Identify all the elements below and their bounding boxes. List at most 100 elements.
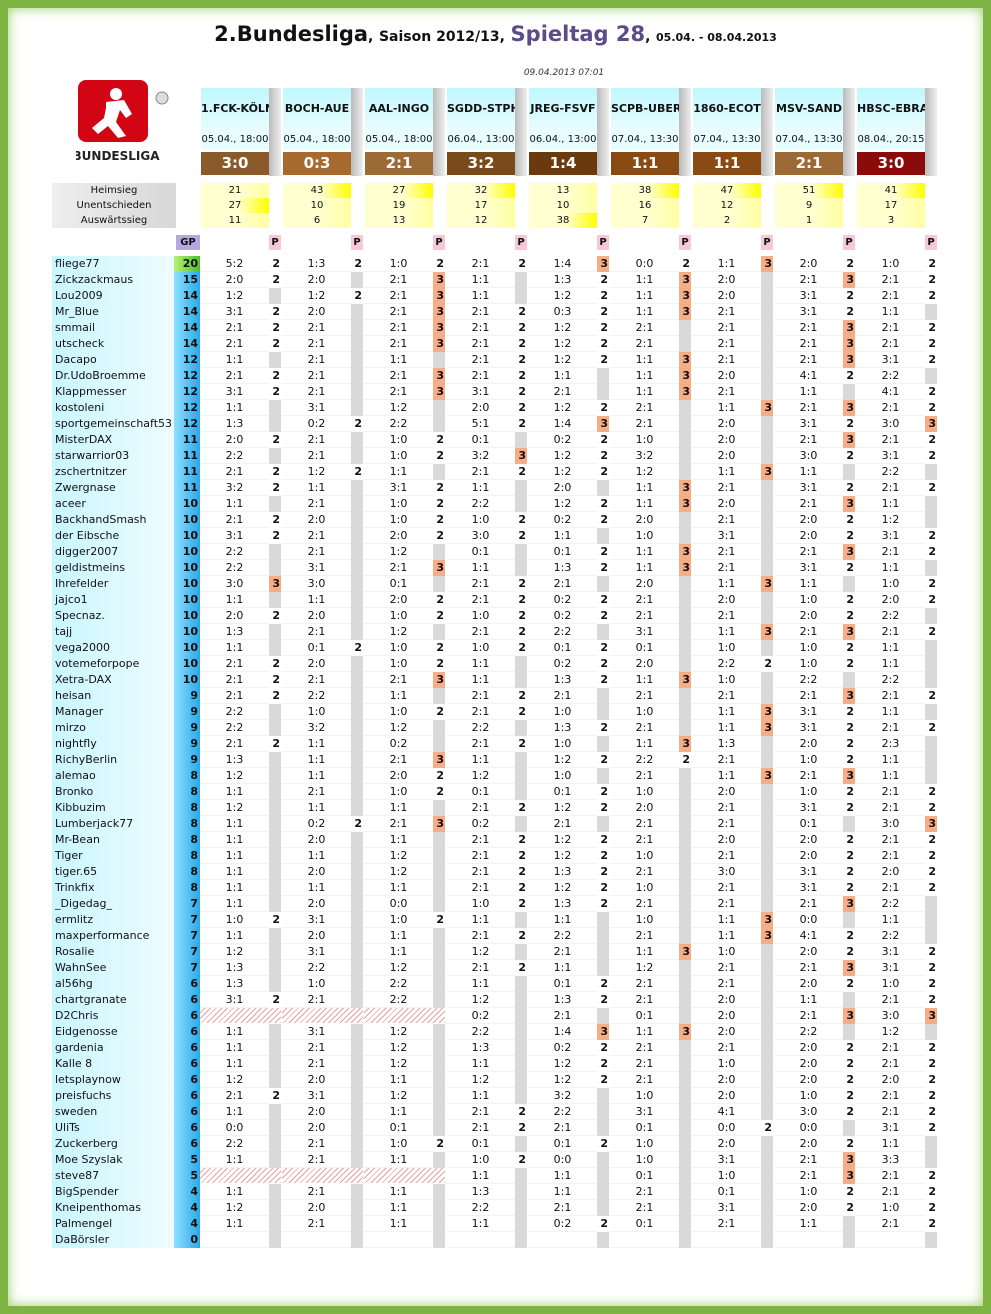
tip: 1:0 — [610, 528, 679, 544]
points: 2 — [433, 640, 445, 656]
points: 2 — [925, 1168, 937, 1184]
match-date: 05.04., 18:00 — [365, 130, 433, 150]
stat-value: 19 — [365, 198, 433, 213]
points: 2 — [843, 944, 855, 960]
points: 2 — [925, 1216, 937, 1232]
tip: 2:1 — [692, 976, 761, 992]
points: 3 — [843, 400, 855, 416]
tip: 1:1 — [774, 576, 843, 592]
tip: 2:1 — [200, 320, 269, 336]
tip: 2:1 — [200, 336, 269, 352]
tip: 2:1 — [446, 336, 515, 352]
gp-header: GP — [176, 235, 200, 250]
tip: 1:1 — [774, 992, 843, 1008]
points: 3 — [843, 768, 855, 784]
points: 2 — [515, 1104, 527, 1120]
tip: 2:1 — [282, 992, 351, 1008]
tip: 1:1 — [364, 832, 433, 848]
tip: 1:1 — [856, 560, 925, 576]
points: 2 — [515, 1152, 527, 1168]
tip: 2:0 — [282, 1200, 351, 1216]
tip: 3:1 — [856, 528, 925, 544]
tip: 2:1 — [856, 1040, 925, 1056]
tip: 2:0 — [774, 1040, 843, 1056]
player-name: _Digedag_ — [52, 896, 174, 912]
tip — [774, 1232, 843, 1248]
match-date: 06.04., 13:00 — [529, 130, 597, 150]
match-name: 1860-ECOT — [693, 88, 761, 130]
tip: 1:3 — [528, 272, 597, 288]
points: 2 — [843, 928, 855, 944]
points: 2 — [843, 528, 855, 544]
tip: 2:1 — [200, 368, 269, 384]
player-gp: 12 — [174, 416, 200, 432]
tip: 2:1 — [282, 384, 351, 400]
tip: 2:1 — [774, 544, 843, 560]
points: 2 — [515, 528, 527, 544]
tip: 1:1 — [364, 1200, 433, 1216]
player-gp: 6 — [174, 992, 200, 1008]
tip: 2:1 — [610, 992, 679, 1008]
points: 2 — [925, 848, 937, 864]
points: 2 — [515, 464, 527, 480]
column — [761, 256, 773, 1248]
tip: 1:1 — [364, 1184, 433, 1200]
points: 2 — [515, 736, 527, 752]
tip — [364, 1232, 433, 1248]
tip: 0:2 — [528, 608, 597, 624]
tip: 2:1 — [446, 864, 515, 880]
tip: 1:3 — [200, 960, 269, 976]
points: 2 — [925, 1184, 937, 1200]
tip: 1:1 — [200, 1024, 269, 1040]
points: 2 — [843, 288, 855, 304]
p-header: P — [761, 235, 773, 250]
tip: 1:2 — [364, 1056, 433, 1072]
tip: 1:0 — [610, 912, 679, 928]
points: 2 — [597, 320, 609, 336]
tip: 1:4 — [528, 256, 597, 272]
tip: 1:1 — [528, 1168, 597, 1184]
tip: 1:1 — [528, 960, 597, 976]
points: 3 — [761, 912, 773, 928]
tip: 2:1 — [282, 336, 351, 352]
points: 2 — [597, 1136, 609, 1152]
tip: 2:1 — [200, 672, 269, 688]
points: 3 — [433, 672, 445, 688]
tip: 1:2 — [200, 1072, 269, 1088]
tip: 2:1 — [282, 672, 351, 688]
stat-value: 12 — [447, 213, 515, 228]
tip: 1:1 — [200, 496, 269, 512]
tip: 1:2 — [528, 320, 597, 336]
tip: 1:2 — [200, 944, 269, 960]
points: 2 — [269, 672, 281, 688]
tip: 1:3 — [528, 720, 597, 736]
points: 2 — [515, 1120, 527, 1136]
tip: 2:1 — [610, 832, 679, 848]
match-result: 3:0 — [201, 152, 269, 175]
tip: 3:1 — [856, 944, 925, 960]
points: 3 — [843, 432, 855, 448]
tip: 3:2 — [528, 1088, 597, 1104]
tip: 0:1 — [446, 784, 515, 800]
player-gp: 12 — [174, 352, 200, 368]
tip: 1:0 — [282, 704, 351, 720]
p-header: P — [269, 235, 281, 250]
tip: 2:2 — [364, 416, 433, 432]
tip: 1:1 — [364, 800, 433, 816]
stat-value: 2 — [693, 213, 761, 228]
player-name: gardenia — [52, 1040, 174, 1056]
points: 2 — [843, 704, 855, 720]
tip: 2:1 — [364, 368, 433, 384]
tip: 2:1 — [200, 688, 269, 704]
player-name: Manager — [52, 704, 174, 720]
points: 2 — [269, 992, 281, 1008]
tip: 3:0 — [200, 576, 269, 592]
player-gp: 4 — [174, 1184, 200, 1200]
tip: 2:1 — [446, 368, 515, 384]
tip: 2:1 — [856, 544, 925, 560]
tip: 2:1 — [856, 688, 925, 704]
tip: 3:1 — [774, 416, 843, 432]
tip: 2:2 — [774, 672, 843, 688]
player-name: digger2007 — [52, 544, 174, 560]
player-name: chartgranate — [52, 992, 174, 1008]
